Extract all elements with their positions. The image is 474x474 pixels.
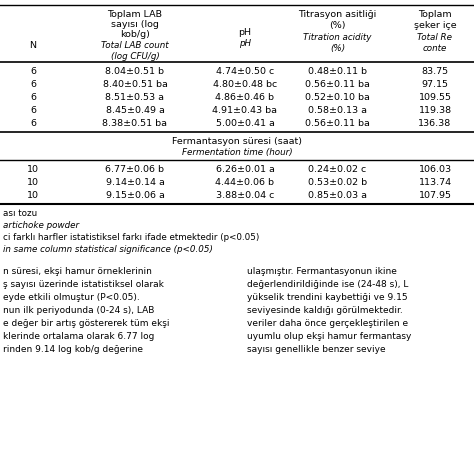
Text: 9.14±0.14 a: 9.14±0.14 a	[106, 177, 164, 186]
Text: (log CFU/g): (log CFU/g)	[110, 52, 159, 61]
Text: N: N	[29, 40, 36, 49]
Text: ulaşmıştır. Fermantasyonun ikine: ulaşmıştır. Fermantasyonun ikine	[247, 267, 397, 276]
Text: 4.91±0.43 ba: 4.91±0.43 ba	[212, 106, 277, 115]
Text: 4.80±0.48 bc: 4.80±0.48 bc	[213, 80, 277, 89]
Text: 6: 6	[30, 106, 36, 115]
Text: ası tozu: ası tozu	[3, 209, 37, 218]
Text: 0.48±0.11 b: 0.48±0.11 b	[308, 66, 367, 75]
Text: 0.58±0.13 a: 0.58±0.13 a	[308, 106, 367, 115]
Text: 107.95: 107.95	[419, 191, 452, 200]
Text: klerinde ortalama olarak 6.77 log: klerinde ortalama olarak 6.77 log	[3, 332, 155, 341]
Text: Total LAB count: Total LAB count	[101, 41, 169, 50]
Text: 10: 10	[27, 191, 39, 200]
Text: uyumlu olup ekşi hamur fermantasy: uyumlu olup ekşi hamur fermantasy	[247, 332, 411, 341]
Text: 10: 10	[27, 164, 39, 173]
Text: 0.85±0.03 a: 0.85±0.03 a	[308, 191, 367, 200]
Text: eyde etkili olmuştur (P<0.05).: eyde etkili olmuştur (P<0.05).	[3, 293, 140, 302]
Text: e değer bir artış göstererek tüm ekşi: e değer bir artış göstererek tüm ekşi	[3, 319, 170, 328]
Text: Toplam LAB: Toplam LAB	[108, 10, 163, 19]
Text: değerlendirildiğinde ise (24-48 s), L: değerlendirildiğinde ise (24-48 s), L	[247, 280, 409, 289]
Text: sayısı genellikle benzer seviye: sayısı genellikle benzer seviye	[247, 345, 386, 354]
Text: (%): (%)	[329, 21, 346, 30]
Text: n süresi, ekşi hamur örneklerinin: n süresi, ekşi hamur örneklerinin	[3, 267, 152, 276]
Text: 8.51±0.53 a: 8.51±0.53 a	[106, 92, 164, 101]
Text: veriler daha önce gerçekleştirilen e: veriler daha önce gerçekleştirilen e	[247, 319, 408, 328]
Text: 8.40±0.51 ba: 8.40±0.51 ba	[102, 80, 167, 89]
Text: 10: 10	[27, 177, 39, 186]
Text: rinden 9.14 log kob/g değerine: rinden 9.14 log kob/g değerine	[3, 345, 143, 354]
Text: nun ilk periyodunda (0-24 s), LAB: nun ilk periyodunda (0-24 s), LAB	[3, 306, 155, 315]
Text: 4.86±0.46 b: 4.86±0.46 b	[216, 92, 274, 101]
Text: 6: 6	[30, 66, 36, 75]
Text: Titrasyon asitliği: Titrasyon asitliği	[298, 10, 377, 19]
Text: 0.24±0.02 c: 0.24±0.02 c	[309, 164, 366, 173]
Text: 113.74: 113.74	[419, 177, 452, 186]
Text: 109.55: 109.55	[419, 92, 452, 101]
Text: 97.15: 97.15	[421, 80, 448, 89]
Text: 3.88±0.04 c: 3.88±0.04 c	[216, 191, 274, 200]
Text: in same column statistical significance (p<0.05): in same column statistical significance …	[3, 245, 213, 254]
Text: Toplam: Toplam	[418, 10, 452, 19]
Text: seviyesinde kaldığı görülmektedir.: seviyesinde kaldığı görülmektedir.	[247, 306, 403, 315]
Text: kob/g): kob/g)	[120, 30, 150, 39]
Text: Fermentation time (hour): Fermentation time (hour)	[182, 147, 292, 156]
Text: 5.00±0.41 a: 5.00±0.41 a	[216, 118, 274, 128]
Text: 136.38: 136.38	[419, 118, 452, 128]
Text: 8.38±0.51 ba: 8.38±0.51 ba	[102, 118, 167, 128]
Text: 4.74±0.50 c: 4.74±0.50 c	[216, 66, 274, 75]
Text: 106.03: 106.03	[419, 164, 452, 173]
Text: 83.75: 83.75	[421, 66, 448, 75]
Text: 8.45±0.49 a: 8.45±0.49 a	[106, 106, 164, 115]
Text: yükselik trendini kaybettiği ve 9.15: yükselik trendini kaybettiği ve 9.15	[247, 293, 408, 302]
Text: ci farklı harfler istatistiksel farkı ifade etmektedir (p<0.05): ci farklı harfler istatistiksel farkı if…	[3, 233, 259, 242]
Text: ş sayısı üzerinde istatistiksel olarak: ş sayısı üzerinde istatistiksel olarak	[3, 280, 164, 289]
Text: conte: conte	[423, 44, 447, 53]
Text: 0.52±0.10 ba: 0.52±0.10 ba	[305, 92, 370, 101]
Text: pH: pH	[239, 39, 251, 48]
Text: 6: 6	[30, 80, 36, 89]
Text: 119.38: 119.38	[419, 106, 452, 115]
Text: 0.53±0.02 b: 0.53±0.02 b	[308, 177, 367, 186]
Text: 0.56±0.11 ba: 0.56±0.11 ba	[305, 80, 370, 89]
Text: Total Re: Total Re	[418, 33, 453, 42]
Text: 4.44±0.06 b: 4.44±0.06 b	[216, 177, 274, 186]
Text: 6: 6	[30, 118, 36, 128]
Text: Fermantasyon süresi (saat): Fermantasyon süresi (saat)	[172, 137, 302, 146]
Text: pH: pH	[238, 28, 252, 37]
Text: Titration acidity: Titration acidity	[303, 33, 372, 42]
Text: 9.15±0.06 a: 9.15±0.06 a	[106, 191, 164, 200]
Text: artichoke powder: artichoke powder	[3, 221, 79, 230]
Text: 0.56±0.11 ba: 0.56±0.11 ba	[305, 118, 370, 128]
Text: 8.04±0.51 b: 8.04±0.51 b	[106, 66, 164, 75]
Text: 6: 6	[30, 92, 36, 101]
Text: 6.77±0.06 b: 6.77±0.06 b	[106, 164, 164, 173]
Text: şeker içe: şeker içe	[414, 21, 456, 30]
Text: sayısı (log: sayısı (log	[111, 20, 159, 29]
Text: 6.26±0.01 a: 6.26±0.01 a	[216, 164, 274, 173]
Text: (%): (%)	[330, 44, 345, 53]
